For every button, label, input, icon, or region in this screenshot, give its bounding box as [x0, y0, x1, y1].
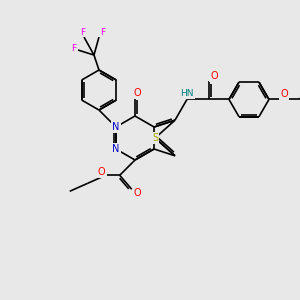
Text: N: N — [112, 122, 120, 132]
Text: O: O — [133, 88, 141, 98]
Text: HN: HN — [180, 89, 194, 98]
Text: N: N — [112, 144, 120, 154]
Text: O: O — [134, 188, 142, 198]
Text: F: F — [71, 44, 76, 52]
Text: O: O — [98, 167, 106, 177]
Text: S: S — [152, 133, 158, 143]
Text: F: F — [80, 28, 86, 37]
Text: O: O — [210, 71, 218, 81]
Text: F: F — [100, 28, 106, 37]
Text: O: O — [280, 89, 288, 99]
